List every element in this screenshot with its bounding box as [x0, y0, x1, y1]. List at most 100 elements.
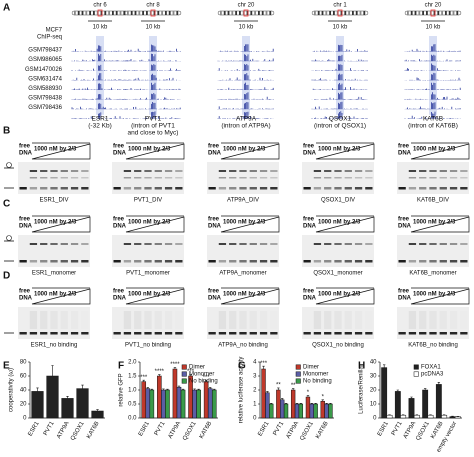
gene-name: QSOX1 — [329, 116, 352, 123]
free-dna-label: DNA — [208, 296, 222, 302]
band-free — [208, 332, 216, 335]
bar — [408, 398, 415, 419]
smear — [439, 311, 447, 329]
smear — [408, 311, 417, 329]
band-free — [19, 332, 27, 335]
band-free — [29, 187, 38, 190]
band-shift — [259, 243, 268, 245]
track-signal — [71, 45, 128, 52]
gel-name: ATP9A_DIV — [227, 198, 259, 204]
band-shift — [175, 177, 183, 179]
band-shift — [40, 243, 48, 245]
band-shift — [460, 170, 468, 172]
bar — [276, 389, 281, 419]
x-tick-label: KAT6B — [199, 421, 213, 440]
band-shift — [60, 170, 68, 172]
y-tick-label: 20 — [20, 402, 27, 408]
band-shift — [365, 170, 373, 172]
gene-name: ATP9A — [236, 116, 257, 123]
gel-name: QSOX1_monomer — [313, 271, 362, 277]
track-signal — [311, 101, 368, 110]
band-free — [439, 260, 447, 263]
error-bar — [213, 388, 216, 390]
panel-label: G — [238, 361, 246, 372]
error-bar — [181, 388, 185, 390]
track-signal — [124, 82, 181, 90]
titration-label: 1000 nM by 2/3 — [34, 220, 77, 226]
smear — [365, 311, 372, 329]
legend-label: Monomer — [189, 372, 214, 378]
legend-label: Dimer — [189, 365, 205, 371]
gel-name: PVT1_DIV — [134, 198, 162, 204]
ideogram-band — [355, 11, 358, 15]
track-signal — [71, 94, 127, 100]
band-shift — [419, 243, 427, 245]
band-free — [60, 260, 68, 263]
ideogram-band — [85, 11, 88, 15]
band-free — [270, 260, 278, 263]
bar — [290, 389, 296, 419]
significance: ** — [291, 383, 296, 389]
free-dna-label: DNA — [303, 296, 317, 302]
band-free — [70, 260, 79, 263]
band-free — [50, 332, 58, 335]
legend-swatch — [413, 364, 419, 370]
free-dna-label: DNA — [208, 224, 222, 230]
scale-label: 10 kb — [146, 25, 161, 31]
panel-label: C — [3, 199, 10, 210]
bar — [283, 403, 289, 419]
band-free — [354, 332, 363, 335]
band-free — [408, 187, 417, 190]
chromosome: chr 20 — [238, 3, 255, 9]
titration-label: 1000 nM by 2/3 — [223, 147, 266, 153]
ideogram-band — [325, 11, 328, 15]
x-tick-label: ESR1 — [28, 420, 41, 437]
error-bar — [158, 374, 161, 376]
ideogram-band — [359, 11, 362, 15]
band-shift — [81, 243, 89, 245]
band-free — [419, 332, 427, 335]
titration-wedge — [31, 143, 91, 160]
band-free — [449, 332, 458, 335]
ideogram-band — [340, 11, 343, 15]
ideogram-band — [168, 11, 171, 15]
gel-name: PVT1_monomer — [126, 271, 170, 277]
bar — [31, 391, 44, 419]
gel-name: PVT1_no binding — [125, 343, 171, 349]
band-shift — [334, 170, 342, 172]
bar — [305, 396, 311, 419]
band-shift — [270, 177, 278, 179]
band-shift — [460, 243, 468, 245]
ideogram-band — [258, 11, 260, 15]
band-free — [81, 332, 89, 335]
band-free — [134, 332, 142, 335]
free-dna-label: DNA — [398, 296, 412, 302]
band-shift — [123, 177, 132, 179]
track-signal — [217, 73, 274, 81]
gene-note: (intron of QSOX1) — [314, 123, 366, 130]
free-dna-label: free — [208, 217, 220, 223]
band-shift — [249, 177, 257, 179]
track-signal — [218, 44, 274, 52]
band-free — [229, 332, 237, 335]
ideogram-band — [157, 11, 160, 15]
band-free — [449, 260, 458, 263]
ideogram-band — [363, 11, 366, 15]
bar — [61, 398, 74, 419]
error-bar — [321, 399, 324, 402]
ideogram-band — [239, 11, 241, 15]
band-free — [113, 332, 121, 335]
bar — [141, 381, 147, 419]
error-bar — [310, 403, 313, 404]
sample-label: GSM986065 — [28, 57, 62, 63]
titration-wedge — [410, 288, 470, 305]
smear — [123, 311, 132, 329]
band-free — [398, 187, 406, 190]
x-tick-label: ATP9A — [286, 421, 300, 440]
band-free — [144, 187, 152, 190]
ideogram-band — [452, 11, 455, 15]
bar — [328, 403, 333, 419]
error-bar — [197, 388, 200, 390]
track-signal — [311, 64, 368, 71]
titration-wedge — [220, 143, 280, 160]
